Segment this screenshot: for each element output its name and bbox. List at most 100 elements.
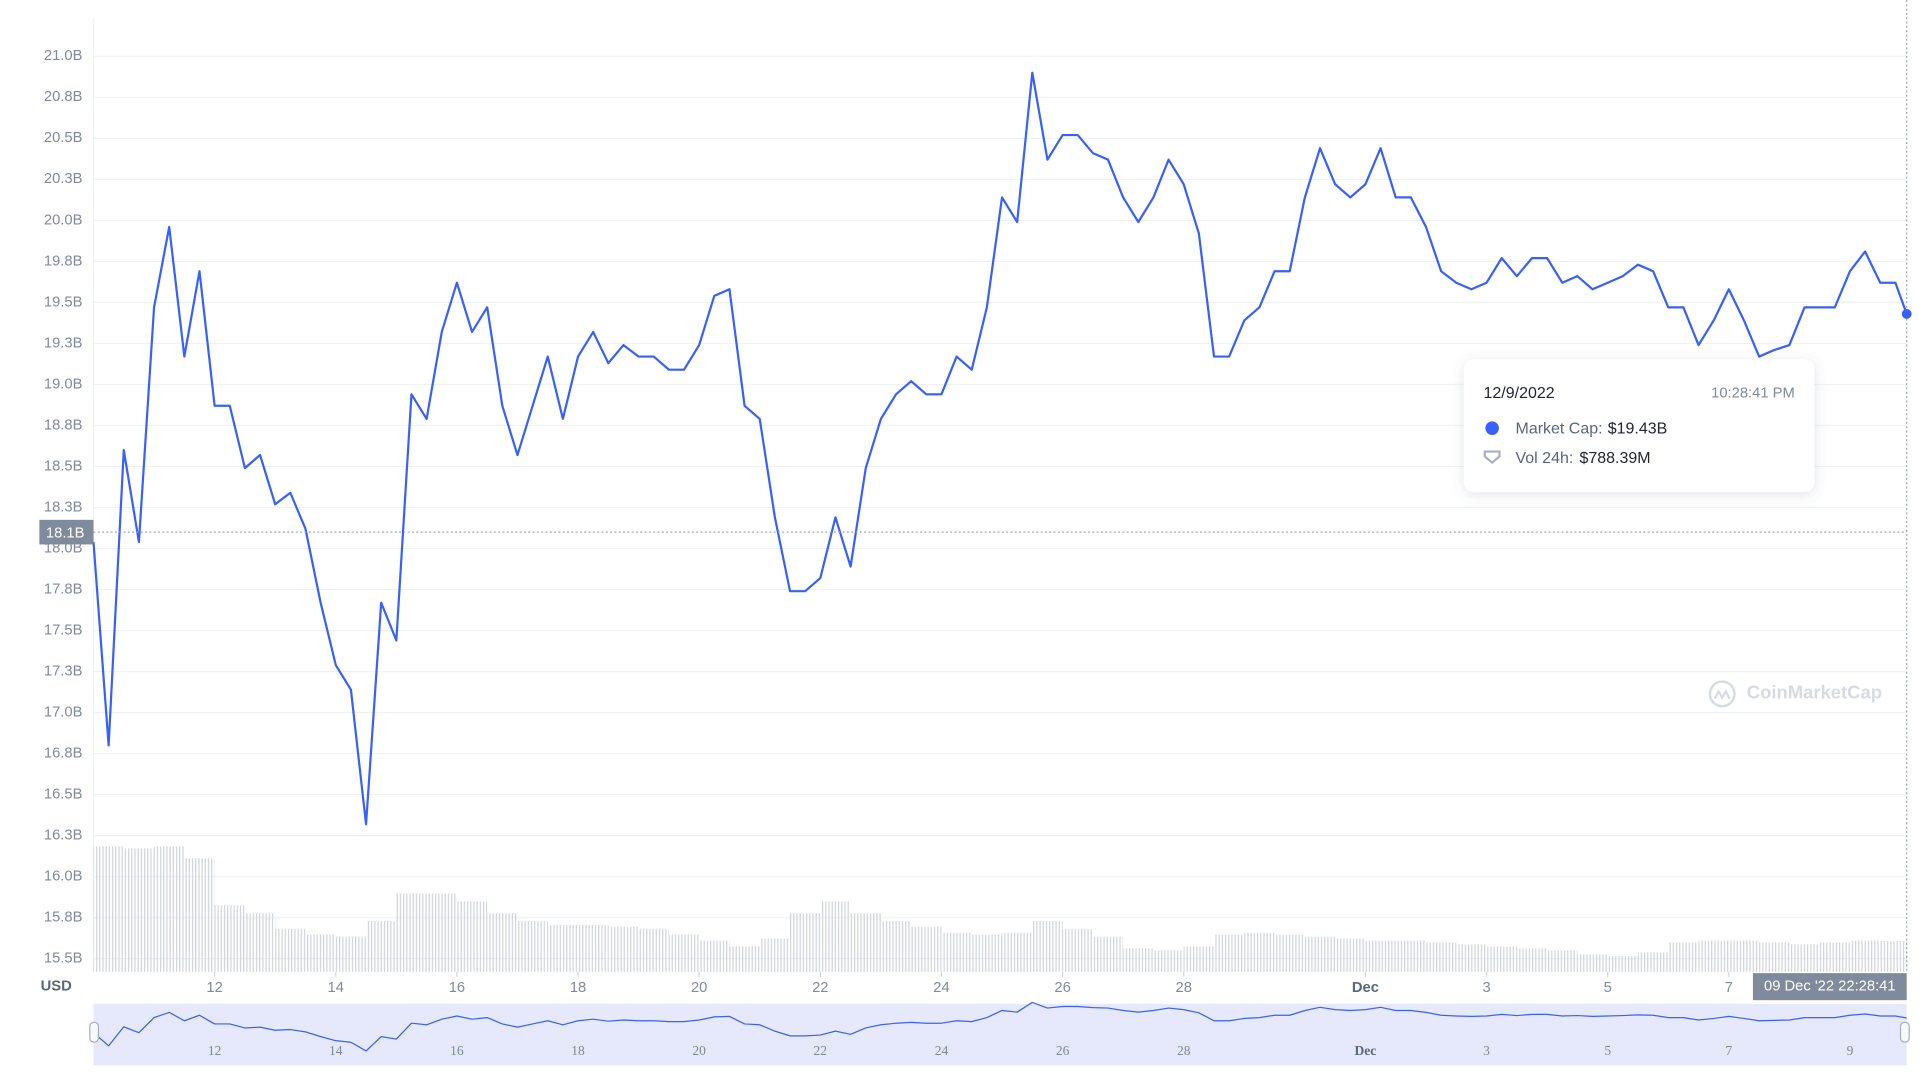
navigator: 12 14 16 18 20 22 24 26 28 Dec 3 5 7 9	[89, 1001, 1910, 1066]
y-tick-label: 20.5B	[44, 130, 83, 146]
volume-bar	[608, 926, 639, 972]
y-tick-label: 20.3B	[44, 171, 83, 187]
watermark: CoinMarketCap	[1708, 680, 1882, 708]
volume-bar	[396, 893, 427, 972]
volume-bar	[1395, 940, 1426, 972]
tooltip: 12/9/2022 10:28:41 PM Market Cap: $19.43…	[1463, 359, 1815, 493]
volume-bar	[1698, 940, 1729, 972]
volume-bar	[1123, 948, 1154, 972]
y-tick-label: 16.0B	[44, 869, 83, 885]
volume-bar	[1032, 920, 1063, 972]
tooltip-label: Market Cap:	[1516, 421, 1603, 438]
navigator-tick-label: Dec	[1355, 1043, 1377, 1058]
navigator-tick-label: 16	[450, 1043, 464, 1058]
navigator-tick-label: 7	[1725, 1043, 1732, 1058]
x-tick-label: 22	[812, 980, 828, 996]
volume-bar	[456, 901, 488, 972]
volume-bar	[305, 934, 336, 972]
volume-bar	[184, 858, 215, 972]
volume-bar	[1183, 946, 1215, 972]
volume-bar	[1062, 928, 1093, 972]
navigator-tick-label: 5	[1604, 1043, 1611, 1058]
x-tick-label: 18	[570, 980, 586, 996]
x-tick-label: 14	[328, 980, 344, 996]
y-tick-label: 19.5B	[44, 294, 83, 310]
volume-bar	[1092, 936, 1124, 972]
volume-bar	[1880, 940, 1907, 972]
y-tick-label: 20.8B	[44, 89, 83, 105]
volume-bar	[578, 924, 609, 972]
volume-bar	[1486, 946, 1517, 972]
volume-bar	[1728, 940, 1760, 972]
x-tick-label: 26	[1054, 980, 1070, 996]
tooltip-time: 10:28:41 PM	[1711, 386, 1795, 402]
volume-bar	[1304, 936, 1336, 972]
y-tick-label: 16.8B	[44, 746, 83, 762]
crosshair-y-label: 18.1B	[46, 525, 85, 541]
watermark-logo	[1713, 689, 1731, 700]
volume-bar	[1335, 938, 1366, 972]
tooltip-box	[1463, 359, 1815, 493]
navigator-tick-label: 24	[935, 1043, 949, 1058]
tooltip-value: $19.43B	[1608, 421, 1668, 438]
x-tick-label: 7	[1725, 980, 1733, 996]
volume-bar	[1637, 952, 1669, 972]
x-tick-label: 16	[449, 980, 465, 996]
volume-bar	[638, 928, 669, 972]
y-tick-label: 18.8B	[44, 417, 83, 433]
volume-bar	[880, 920, 912, 972]
grid: 15.5B 15.8B 16.0B 16.3B 16.5B 16.8B 17.0B 17.3B…	[44, 18, 1907, 996]
volume-bar	[366, 920, 397, 972]
navigator-background	[93, 1003, 1907, 1066]
volume-bar	[1153, 950, 1184, 972]
volume-bar	[487, 913, 518, 972]
y-tick-label: 20.0B	[44, 212, 83, 228]
volume-bar	[275, 928, 306, 972]
volume-bar	[1365, 940, 1396, 972]
volume-bar	[123, 848, 155, 972]
volume-bar	[820, 901, 851, 972]
navigator-tick-label: 28	[1177, 1043, 1191, 1058]
navigator-handle[interactable]	[1899, 1021, 1910, 1043]
watermark-logo	[1708, 680, 1736, 708]
y-tick-label: 17.3B	[44, 664, 83, 680]
y-tick-label: 17.8B	[44, 581, 83, 597]
tooltip-swatch	[1483, 450, 1501, 465]
volume-bar	[1607, 956, 1638, 972]
navigator-tick-label: 22	[814, 1043, 828, 1058]
volume-bar	[1516, 948, 1548, 972]
volume-bar	[335, 936, 367, 972]
volume-bar	[699, 940, 730, 972]
navigator-tick-label: 14	[329, 1043, 343, 1058]
tooltip-label: Vol 24h:	[1516, 450, 1574, 467]
volume-bar	[1577, 954, 1608, 972]
volume-bar	[850, 913, 881, 972]
volume-bar	[547, 924, 579, 972]
volume-bar	[1002, 932, 1033, 972]
volume-bar	[1849, 940, 1881, 972]
navigator-tick-label: 9	[1847, 1043, 1854, 1058]
volume-bar	[154, 846, 185, 972]
volume-bar	[214, 905, 245, 972]
y-tick-label: 18.0B	[44, 540, 83, 556]
plot: 18.1B 09 Dec '22 22:28:41	[39, 0, 1912, 1001]
volume-bar	[1456, 944, 1487, 972]
volume-bar	[729, 946, 760, 972]
volume-bar	[971, 934, 1003, 972]
volume-bars	[93, 846, 1907, 972]
volume-bar	[1274, 934, 1305, 972]
volume-bar	[1244, 932, 1275, 972]
navigator-tick-label: 12	[208, 1043, 222, 1058]
y-tick-label: 15.5B	[44, 951, 83, 967]
volume-bar	[759, 938, 791, 972]
volume-bar	[1819, 942, 1850, 972]
y-tick-label: 17.0B	[44, 705, 83, 721]
navigator-tick-label: 18	[571, 1043, 585, 1058]
y-tick-label: 16.5B	[44, 787, 83, 803]
crosshair-x-label: 09 Dec '22 22:28:41	[1764, 979, 1896, 995]
tooltip-swatch	[1485, 421, 1499, 435]
navigator-handle[interactable]	[89, 1021, 100, 1043]
volume-bar	[93, 846, 124, 972]
